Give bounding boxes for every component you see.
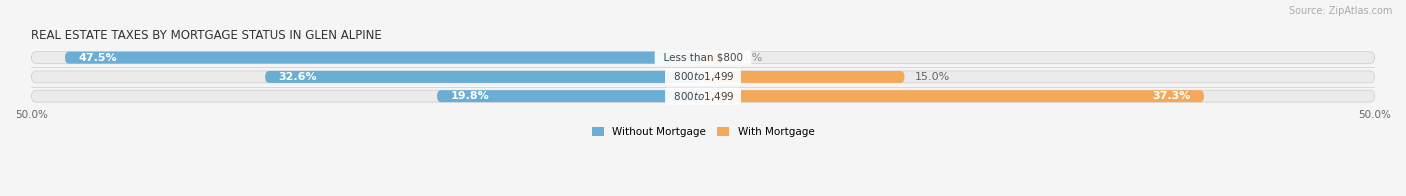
FancyBboxPatch shape <box>31 71 1375 83</box>
Text: $800 to $1,499: $800 to $1,499 <box>666 70 740 83</box>
FancyBboxPatch shape <box>65 52 703 64</box>
Text: 47.5%: 47.5% <box>79 53 117 63</box>
Text: Less than $800: Less than $800 <box>657 53 749 63</box>
FancyBboxPatch shape <box>31 90 1375 102</box>
Text: Source: ZipAtlas.com: Source: ZipAtlas.com <box>1288 6 1392 16</box>
Text: 37.3%: 37.3% <box>1152 91 1191 101</box>
Text: 19.8%: 19.8% <box>450 91 489 101</box>
Text: REAL ESTATE TAXES BY MORTGAGE STATUS IN GLEN ALPINE: REAL ESTATE TAXES BY MORTGAGE STATUS IN … <box>31 29 382 42</box>
FancyBboxPatch shape <box>266 71 703 83</box>
FancyBboxPatch shape <box>31 52 1375 64</box>
Legend: Without Mortgage, With Mortgage: Without Mortgage, With Mortgage <box>588 123 818 141</box>
FancyBboxPatch shape <box>703 52 723 64</box>
Text: 15.0%: 15.0% <box>915 72 950 82</box>
Text: 0.0%: 0.0% <box>734 53 762 63</box>
Text: $800 to $1,499: $800 to $1,499 <box>666 90 740 103</box>
Text: 32.6%: 32.6% <box>278 72 318 82</box>
FancyBboxPatch shape <box>703 71 904 83</box>
FancyBboxPatch shape <box>437 90 703 102</box>
FancyBboxPatch shape <box>703 90 1204 102</box>
